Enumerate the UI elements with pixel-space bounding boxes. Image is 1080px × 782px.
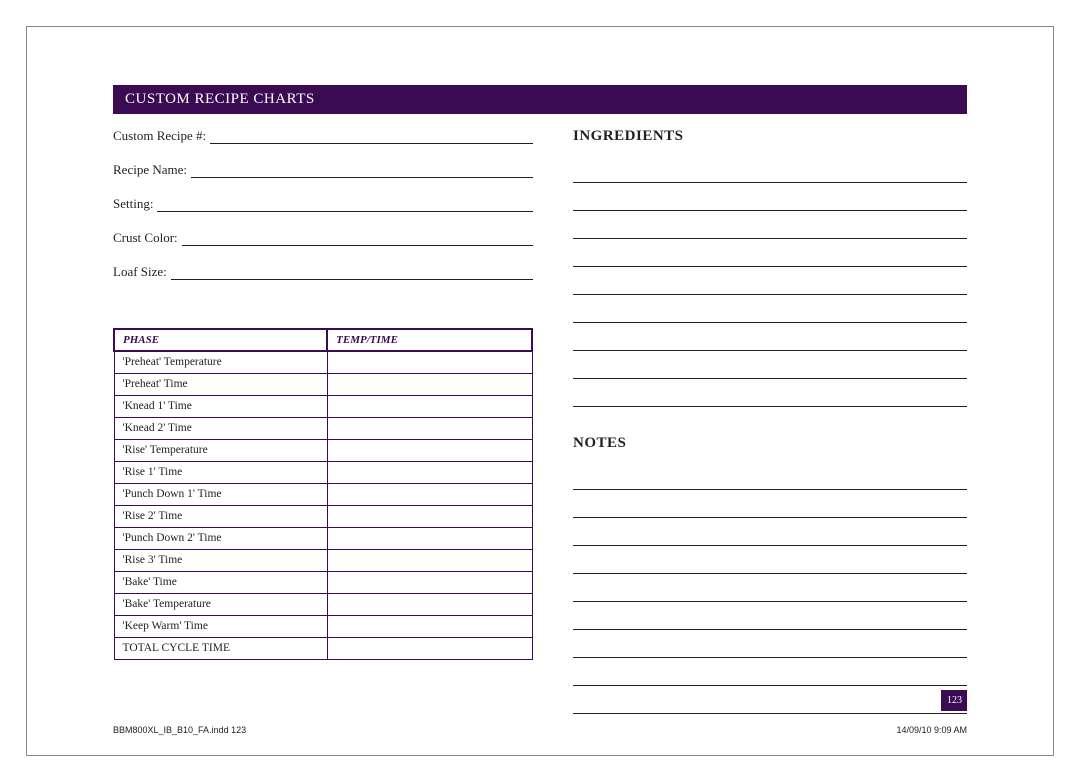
temp-time-cell bbox=[327, 637, 532, 659]
blank-line bbox=[573, 303, 967, 323]
left-column: Custom Recipe #: Recipe Name: Setting: C… bbox=[113, 128, 533, 722]
field-label: Setting: bbox=[113, 196, 153, 212]
blank-line bbox=[573, 666, 967, 686]
field-crust-color: Crust Color: bbox=[113, 230, 533, 246]
blank-line bbox=[573, 247, 967, 267]
blank-line bbox=[573, 498, 967, 518]
page-inner: CUSTOM RECIPE CHARTS Custom Recipe #: Re… bbox=[27, 27, 1053, 746]
blank-line bbox=[573, 331, 967, 351]
two-column-layout: Custom Recipe #: Recipe Name: Setting: C… bbox=[113, 128, 967, 722]
title-bar: CUSTOM RECIPE CHARTS bbox=[113, 85, 967, 114]
temp-time-cell bbox=[327, 439, 532, 461]
temp-time-cell bbox=[327, 461, 532, 483]
temp-time-cell bbox=[327, 505, 532, 527]
field-loaf-size: Loaf Size: bbox=[113, 264, 533, 280]
field-recipe-name: Recipe Name: bbox=[113, 162, 533, 178]
table-row: 'Knead 2' Time bbox=[114, 417, 532, 439]
table-row: 'Preheat' Temperature bbox=[114, 351, 532, 373]
col-temp-time: TEMP/TIME bbox=[327, 329, 532, 351]
blank-line bbox=[573, 191, 967, 211]
table-row: 'Rise' Temperature bbox=[114, 439, 532, 461]
blank-line bbox=[573, 359, 967, 379]
phase-cell: 'Bake' Temperature bbox=[114, 593, 327, 615]
temp-time-cell bbox=[327, 593, 532, 615]
table-header-row: PHASE TEMP/TIME bbox=[114, 329, 532, 351]
phase-table: PHASE TEMP/TIME 'Preheat' Temperature'Pr… bbox=[113, 328, 533, 660]
table-row: 'Knead 1' Time bbox=[114, 395, 532, 417]
footer-right: 14/09/10 9:09 AM bbox=[896, 725, 967, 735]
phase-cell: 'Rise 2' Time bbox=[114, 505, 327, 527]
notes-heading: NOTES bbox=[573, 435, 967, 452]
phase-cell: 'Preheat' Time bbox=[114, 373, 327, 395]
blank-line bbox=[573, 470, 967, 490]
phase-cell: 'Keep Warm' Time bbox=[114, 615, 327, 637]
footer-left: BBM800XL_IB_B10_FA.indd 123 bbox=[113, 725, 246, 735]
field-label: Loaf Size: bbox=[113, 264, 167, 280]
blank-line bbox=[573, 582, 967, 602]
table-row: TOTAL CYCLE TIME bbox=[114, 637, 532, 659]
fill-line bbox=[171, 267, 533, 280]
table-row: 'Bake' Temperature bbox=[114, 593, 532, 615]
page-frame: CUSTOM RECIPE CHARTS Custom Recipe #: Re… bbox=[26, 26, 1054, 756]
table-row: 'Rise 1' Time bbox=[114, 461, 532, 483]
temp-time-cell bbox=[327, 373, 532, 395]
temp-time-cell bbox=[327, 395, 532, 417]
phase-cell: 'Rise' Temperature bbox=[114, 439, 327, 461]
blank-line bbox=[573, 219, 967, 239]
phase-cell: 'Punch Down 1' Time bbox=[114, 483, 327, 505]
blank-line bbox=[573, 387, 967, 407]
table-row: 'Rise 3' Time bbox=[114, 549, 532, 571]
blank-line bbox=[573, 554, 967, 574]
table-row: 'Punch Down 2' Time bbox=[114, 527, 532, 549]
blank-line bbox=[573, 694, 967, 714]
phase-cell: TOTAL CYCLE TIME bbox=[114, 637, 327, 659]
phase-cell: 'Bake' Time bbox=[114, 571, 327, 593]
table-row: 'Preheat' Time bbox=[114, 373, 532, 395]
fill-line bbox=[182, 233, 533, 246]
notes-lines bbox=[573, 470, 967, 714]
temp-time-cell bbox=[327, 549, 532, 571]
field-setting: Setting: bbox=[113, 196, 533, 212]
temp-time-cell bbox=[327, 417, 532, 439]
right-column: INGREDIENTS NOTES bbox=[573, 128, 967, 722]
phase-cell: 'Rise 1' Time bbox=[114, 461, 327, 483]
blank-line bbox=[573, 163, 967, 183]
field-label: Custom Recipe #: bbox=[113, 128, 206, 144]
blank-line bbox=[573, 638, 967, 658]
page-number-badge: 123 bbox=[941, 690, 967, 711]
temp-time-cell bbox=[327, 527, 532, 549]
phase-cell: 'Punch Down 2' Time bbox=[114, 527, 327, 549]
ingredients-heading: INGREDIENTS bbox=[573, 128, 967, 145]
table-row: 'Punch Down 1' Time bbox=[114, 483, 532, 505]
field-recipe-number: Custom Recipe #: bbox=[113, 128, 533, 144]
temp-time-cell bbox=[327, 483, 532, 505]
blank-line bbox=[573, 275, 967, 295]
table-row: 'Rise 2' Time bbox=[114, 505, 532, 527]
field-label: Crust Color: bbox=[113, 230, 178, 246]
phase-cell: 'Knead 1' Time bbox=[114, 395, 327, 417]
blank-line bbox=[573, 526, 967, 546]
phase-cell: 'Preheat' Temperature bbox=[114, 351, 327, 373]
phase-cell: 'Knead 2' Time bbox=[114, 417, 327, 439]
blank-line bbox=[573, 610, 967, 630]
temp-time-cell bbox=[327, 571, 532, 593]
field-label: Recipe Name: bbox=[113, 162, 187, 178]
col-phase: PHASE bbox=[114, 329, 327, 351]
table-row: 'Keep Warm' Time bbox=[114, 615, 532, 637]
ingredients-lines bbox=[573, 163, 967, 407]
phase-cell: 'Rise 3' Time bbox=[114, 549, 327, 571]
fill-line bbox=[157, 199, 533, 212]
table-row: 'Bake' Time bbox=[114, 571, 532, 593]
fill-line bbox=[191, 165, 533, 178]
temp-time-cell bbox=[327, 615, 532, 637]
fill-line bbox=[210, 131, 533, 144]
temp-time-cell bbox=[327, 351, 532, 373]
